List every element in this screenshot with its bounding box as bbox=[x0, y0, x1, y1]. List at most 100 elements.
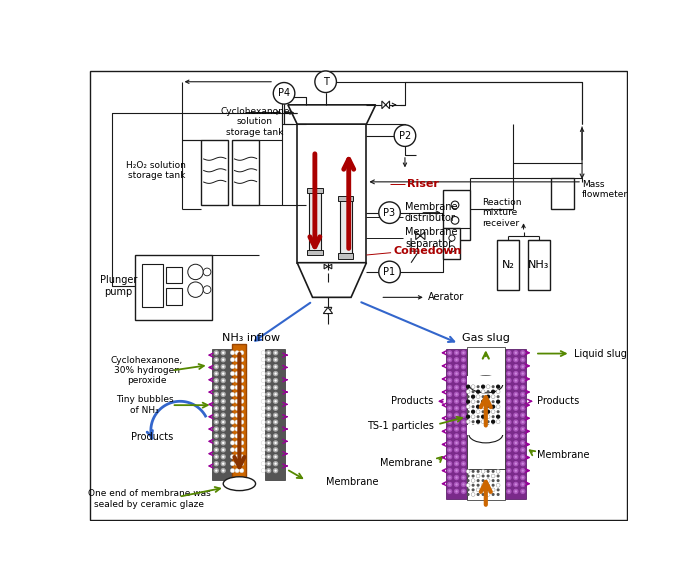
Circle shape bbox=[477, 400, 480, 403]
Polygon shape bbox=[323, 307, 332, 314]
Circle shape bbox=[222, 373, 225, 375]
Circle shape bbox=[496, 469, 500, 473]
Circle shape bbox=[239, 455, 244, 459]
Circle shape bbox=[520, 440, 526, 446]
Circle shape bbox=[522, 366, 524, 368]
Text: NH₃ inflow: NH₃ inflow bbox=[222, 333, 280, 343]
Circle shape bbox=[496, 400, 500, 404]
Circle shape bbox=[454, 364, 459, 369]
Circle shape bbox=[514, 435, 517, 437]
Circle shape bbox=[188, 282, 203, 297]
Circle shape bbox=[454, 378, 459, 383]
Circle shape bbox=[449, 428, 451, 430]
Circle shape bbox=[214, 412, 219, 418]
Circle shape bbox=[477, 479, 480, 482]
Circle shape bbox=[508, 400, 510, 402]
Circle shape bbox=[456, 379, 458, 381]
Circle shape bbox=[476, 474, 480, 478]
Circle shape bbox=[188, 264, 203, 280]
Circle shape bbox=[462, 428, 465, 430]
Circle shape bbox=[261, 462, 265, 466]
Circle shape bbox=[315, 71, 337, 92]
Circle shape bbox=[447, 378, 452, 383]
Circle shape bbox=[456, 414, 458, 417]
Circle shape bbox=[496, 410, 500, 413]
Circle shape bbox=[461, 461, 466, 466]
Circle shape bbox=[486, 470, 490, 473]
Polygon shape bbox=[297, 263, 367, 297]
Circle shape bbox=[273, 364, 279, 369]
Circle shape bbox=[215, 379, 218, 381]
Circle shape bbox=[235, 455, 239, 459]
Circle shape bbox=[462, 490, 465, 493]
Circle shape bbox=[461, 350, 466, 356]
Circle shape bbox=[449, 421, 451, 423]
Circle shape bbox=[506, 364, 512, 369]
Circle shape bbox=[267, 449, 270, 451]
Text: P3: P3 bbox=[384, 208, 395, 218]
Circle shape bbox=[451, 201, 459, 209]
Circle shape bbox=[261, 434, 265, 438]
Circle shape bbox=[461, 357, 466, 363]
Circle shape bbox=[513, 398, 519, 404]
Circle shape bbox=[222, 400, 225, 402]
Circle shape bbox=[522, 393, 524, 395]
Circle shape bbox=[235, 386, 239, 390]
Circle shape bbox=[449, 449, 451, 451]
Circle shape bbox=[514, 393, 517, 395]
Circle shape bbox=[513, 412, 519, 418]
Circle shape bbox=[215, 359, 218, 361]
Circle shape bbox=[461, 433, 466, 439]
Circle shape bbox=[379, 261, 400, 283]
Circle shape bbox=[456, 483, 458, 486]
Circle shape bbox=[513, 482, 519, 487]
Circle shape bbox=[472, 420, 475, 423]
Circle shape bbox=[215, 400, 218, 402]
Circle shape bbox=[513, 468, 519, 473]
Circle shape bbox=[520, 488, 526, 494]
Circle shape bbox=[456, 393, 458, 395]
Circle shape bbox=[274, 463, 277, 465]
Circle shape bbox=[454, 357, 459, 363]
Circle shape bbox=[477, 385, 480, 388]
Circle shape bbox=[267, 435, 270, 437]
Circle shape bbox=[230, 434, 235, 438]
Bar bbox=[466, 384, 505, 435]
Circle shape bbox=[462, 386, 465, 388]
Circle shape bbox=[215, 393, 218, 395]
Circle shape bbox=[235, 448, 239, 452]
Circle shape bbox=[220, 412, 226, 418]
Circle shape bbox=[471, 394, 475, 399]
Circle shape bbox=[462, 449, 465, 451]
Circle shape bbox=[220, 378, 226, 383]
Circle shape bbox=[508, 393, 510, 395]
Circle shape bbox=[506, 371, 512, 376]
Circle shape bbox=[220, 364, 226, 369]
Text: One end of membrane was
sealed by ceramic glaze: One end of membrane was sealed by cerami… bbox=[88, 490, 211, 509]
Circle shape bbox=[230, 406, 235, 411]
Circle shape bbox=[222, 393, 225, 395]
Circle shape bbox=[520, 350, 526, 356]
Circle shape bbox=[230, 448, 235, 452]
Circle shape bbox=[220, 461, 226, 466]
Bar bbox=[265, 349, 285, 480]
Text: Membrane: Membrane bbox=[326, 477, 379, 487]
Circle shape bbox=[454, 350, 459, 356]
Circle shape bbox=[222, 366, 225, 368]
Circle shape bbox=[449, 407, 451, 409]
Circle shape bbox=[379, 202, 400, 223]
Circle shape bbox=[451, 216, 459, 224]
Circle shape bbox=[514, 400, 517, 402]
Circle shape bbox=[266, 385, 272, 390]
Circle shape bbox=[447, 405, 452, 411]
Circle shape bbox=[491, 390, 496, 394]
Bar bbox=[505, 349, 526, 499]
Circle shape bbox=[273, 440, 279, 446]
Text: P1: P1 bbox=[384, 267, 395, 277]
Circle shape bbox=[449, 400, 451, 402]
Circle shape bbox=[486, 488, 490, 491]
Circle shape bbox=[462, 463, 465, 465]
Circle shape bbox=[222, 456, 225, 458]
Bar bbox=[309, 190, 321, 251]
Circle shape bbox=[491, 474, 495, 478]
